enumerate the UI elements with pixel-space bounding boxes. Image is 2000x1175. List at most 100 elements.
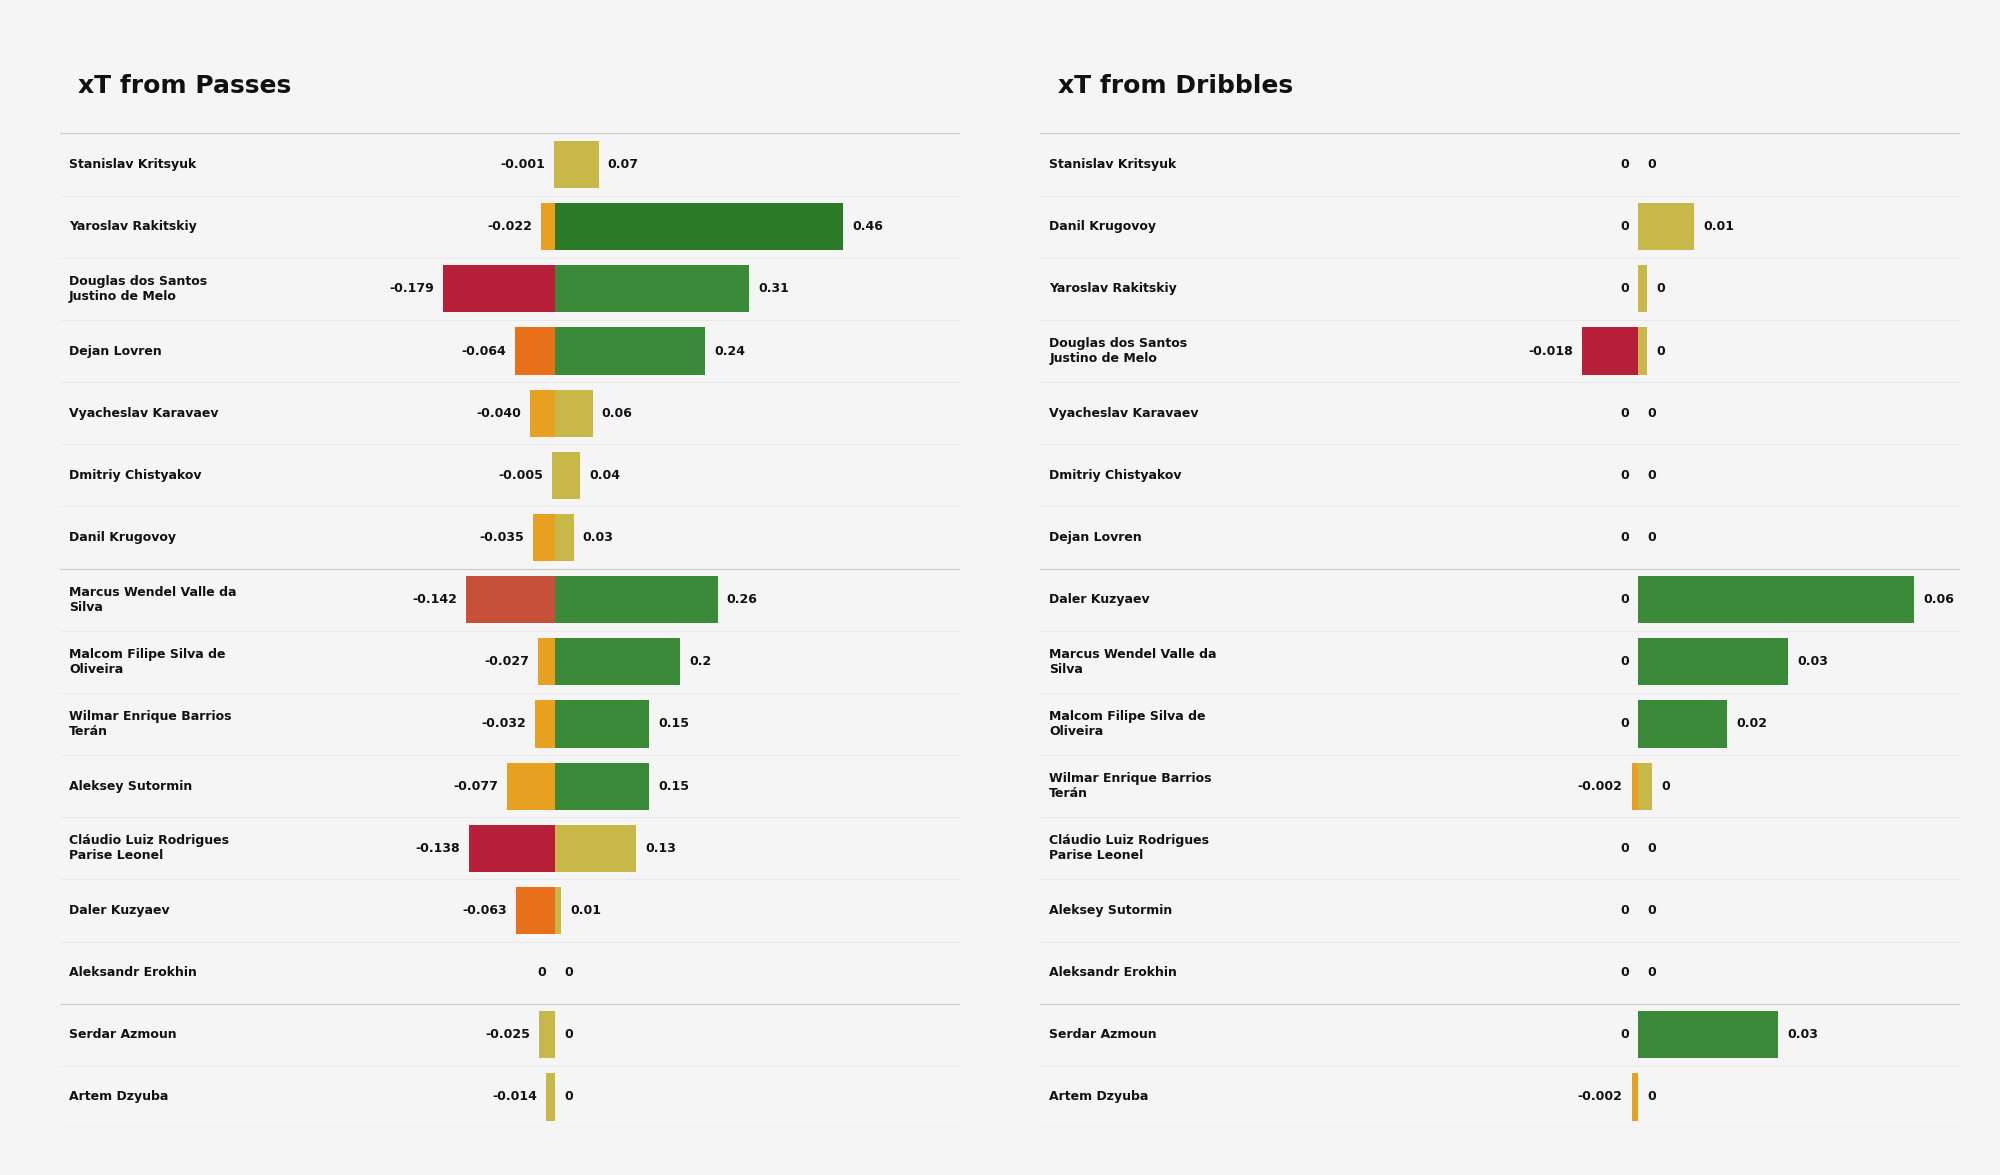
FancyBboxPatch shape xyxy=(1638,638,1788,685)
Text: Artem Dzyuba: Artem Dzyuba xyxy=(68,1090,168,1103)
Text: 0: 0 xyxy=(1620,656,1628,669)
Text: 0.06: 0.06 xyxy=(602,407,632,419)
FancyBboxPatch shape xyxy=(556,825,636,872)
Text: 0: 0 xyxy=(1620,966,1628,979)
Text: 0: 0 xyxy=(1648,531,1656,544)
Text: 0.06: 0.06 xyxy=(1924,593,1954,606)
FancyBboxPatch shape xyxy=(552,451,556,499)
Text: -0.077: -0.077 xyxy=(452,780,498,793)
Text: 0: 0 xyxy=(1620,469,1628,482)
Text: Stanislav Kritsyuk: Stanislav Kritsyuk xyxy=(1050,159,1176,172)
Text: 0: 0 xyxy=(564,966,572,979)
FancyBboxPatch shape xyxy=(530,390,556,437)
Text: 0: 0 xyxy=(1648,966,1656,979)
FancyBboxPatch shape xyxy=(540,1012,556,1059)
Text: 0.24: 0.24 xyxy=(714,344,746,357)
Text: Marcus Wendel Valle da
Silva: Marcus Wendel Valle da Silva xyxy=(1050,647,1216,676)
FancyBboxPatch shape xyxy=(1638,328,1648,375)
Text: 0.26: 0.26 xyxy=(726,593,758,606)
FancyBboxPatch shape xyxy=(506,763,556,810)
FancyBboxPatch shape xyxy=(556,328,706,375)
Text: xT from Passes: xT from Passes xyxy=(78,74,292,98)
FancyBboxPatch shape xyxy=(556,763,648,810)
FancyBboxPatch shape xyxy=(1638,576,1914,623)
Text: 0.01: 0.01 xyxy=(570,904,602,916)
Text: 0: 0 xyxy=(564,1028,572,1041)
Text: 0: 0 xyxy=(564,1090,572,1103)
Text: -0.025: -0.025 xyxy=(486,1028,530,1041)
Text: 0.03: 0.03 xyxy=(582,531,614,544)
Text: 0: 0 xyxy=(1620,531,1628,544)
FancyBboxPatch shape xyxy=(1632,763,1638,810)
Text: Yaroslav Rakitskiy: Yaroslav Rakitskiy xyxy=(68,220,196,233)
Text: 0.03: 0.03 xyxy=(1796,656,1828,669)
FancyBboxPatch shape xyxy=(442,266,556,313)
Text: Malcom Filipe Silva de
Oliveira: Malcom Filipe Silva de Oliveira xyxy=(68,647,226,676)
Text: Wilmar Enrique Barrios
Terán: Wilmar Enrique Barrios Terán xyxy=(68,710,232,738)
Text: -0.022: -0.022 xyxy=(488,220,532,233)
FancyBboxPatch shape xyxy=(468,825,556,872)
FancyBboxPatch shape xyxy=(546,1073,556,1121)
Text: Serdar Azmoun: Serdar Azmoun xyxy=(1050,1028,1156,1041)
Text: -0.179: -0.179 xyxy=(390,282,434,295)
Text: 0: 0 xyxy=(1620,904,1628,916)
Text: xT from Dribbles: xT from Dribbles xyxy=(1058,74,1294,98)
Text: -0.027: -0.027 xyxy=(484,656,530,669)
Text: -0.032: -0.032 xyxy=(482,718,526,731)
Text: 0: 0 xyxy=(1648,841,1656,854)
Text: Aleksandr Erokhin: Aleksandr Erokhin xyxy=(1050,966,1178,979)
Text: 0: 0 xyxy=(1620,282,1628,295)
Text: Malcom Filipe Silva de
Oliveira: Malcom Filipe Silva de Oliveira xyxy=(1050,710,1206,738)
Text: Marcus Wendel Valle da
Silva: Marcus Wendel Valle da Silva xyxy=(68,585,236,613)
Text: Dmitriy Chistyakov: Dmitriy Chistyakov xyxy=(68,469,202,482)
Text: 0: 0 xyxy=(1620,841,1628,854)
FancyBboxPatch shape xyxy=(516,887,556,934)
Text: -0.063: -0.063 xyxy=(462,904,506,916)
Text: Cláudio Luiz Rodrigues
Parise Leonel: Cláudio Luiz Rodrigues Parise Leonel xyxy=(1050,834,1210,862)
Text: Aleksandr Erokhin: Aleksandr Erokhin xyxy=(68,966,196,979)
FancyBboxPatch shape xyxy=(514,328,556,375)
Text: 0: 0 xyxy=(1656,282,1666,295)
FancyBboxPatch shape xyxy=(556,513,574,562)
Text: Aleksey Sutormin: Aleksey Sutormin xyxy=(1050,904,1172,916)
FancyBboxPatch shape xyxy=(1638,763,1652,810)
FancyBboxPatch shape xyxy=(1638,700,1726,747)
Text: 0.07: 0.07 xyxy=(608,159,638,172)
Text: Stanislav Kritsyuk: Stanislav Kritsyuk xyxy=(68,159,196,172)
Text: Yaroslav Rakitskiy: Yaroslav Rakitskiy xyxy=(1050,282,1176,295)
Text: Dejan Lovren: Dejan Lovren xyxy=(68,344,162,357)
Text: -0.064: -0.064 xyxy=(462,344,506,357)
Text: Vyacheslav Karavaev: Vyacheslav Karavaev xyxy=(68,407,218,419)
Text: Dejan Lovren: Dejan Lovren xyxy=(1050,531,1142,544)
Text: -0.040: -0.040 xyxy=(476,407,520,419)
Text: Danil Krugovoy: Danil Krugovoy xyxy=(1050,220,1156,233)
Text: 0: 0 xyxy=(1656,344,1666,357)
FancyBboxPatch shape xyxy=(556,203,844,250)
Text: Douglas dos Santos
Justino de Melo: Douglas dos Santos Justino de Melo xyxy=(68,275,208,303)
FancyBboxPatch shape xyxy=(466,576,556,623)
FancyBboxPatch shape xyxy=(1582,328,1638,375)
Text: 0: 0 xyxy=(1620,407,1628,419)
FancyBboxPatch shape xyxy=(542,203,556,250)
Text: 0.04: 0.04 xyxy=(590,469,620,482)
FancyBboxPatch shape xyxy=(556,638,680,685)
Text: 0: 0 xyxy=(1620,718,1628,731)
FancyBboxPatch shape xyxy=(556,451,580,499)
Text: 0.15: 0.15 xyxy=(658,718,688,731)
Text: 0: 0 xyxy=(1648,469,1656,482)
FancyBboxPatch shape xyxy=(534,700,556,747)
Text: Vyacheslav Karavaev: Vyacheslav Karavaev xyxy=(1050,407,1198,419)
Text: -0.014: -0.014 xyxy=(492,1090,538,1103)
Text: Serdar Azmoun: Serdar Azmoun xyxy=(68,1028,176,1041)
Text: 0: 0 xyxy=(1620,220,1628,233)
Text: -0.005: -0.005 xyxy=(498,469,542,482)
Text: Douglas dos Santos
Justino de Melo: Douglas dos Santos Justino de Melo xyxy=(1050,337,1188,365)
Text: Wilmar Enrique Barrios
Terán: Wilmar Enrique Barrios Terán xyxy=(1050,772,1212,800)
FancyBboxPatch shape xyxy=(1632,1073,1638,1121)
Text: 0.2: 0.2 xyxy=(690,656,712,669)
FancyBboxPatch shape xyxy=(556,576,718,623)
Text: 0.13: 0.13 xyxy=(646,841,676,854)
FancyBboxPatch shape xyxy=(556,700,648,747)
Text: 0: 0 xyxy=(1648,1090,1656,1103)
Text: 0.01: 0.01 xyxy=(1704,220,1734,233)
